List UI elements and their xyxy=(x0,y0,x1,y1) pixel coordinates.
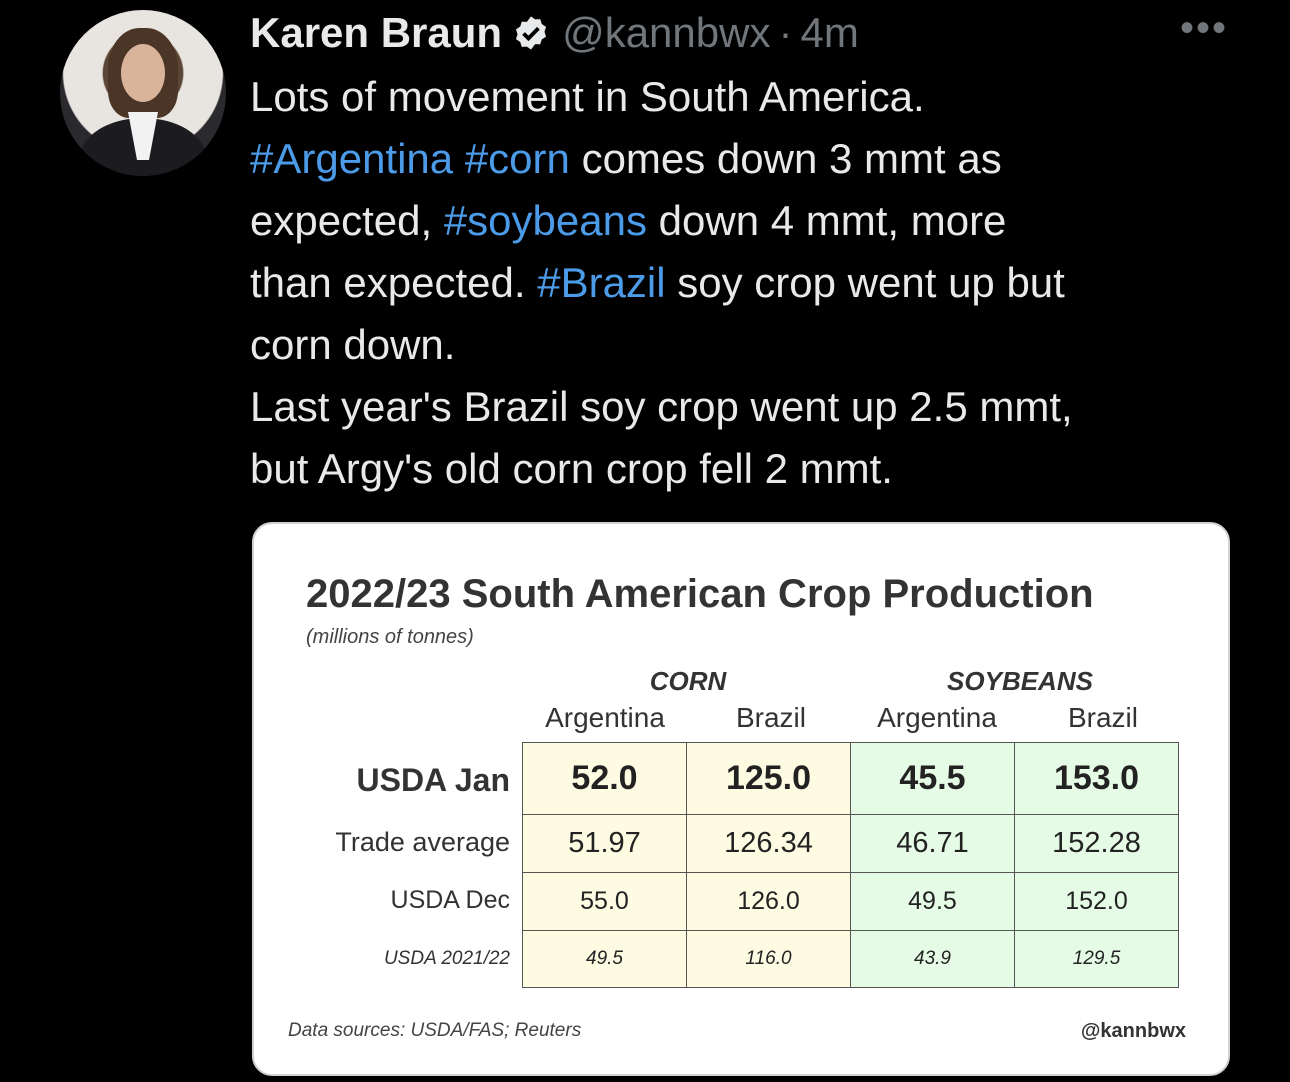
tweet-text-span: than expected. xyxy=(250,259,526,306)
table-cell: 49.5 xyxy=(850,872,1015,931)
hashtag-soybeans[interactable]: #soybeans xyxy=(443,197,647,244)
tweet-header: Karen Braun @kannbwx · 4m xyxy=(250,6,859,60)
table-cell: 49.5 xyxy=(522,930,687,988)
hashtag-argentina[interactable]: #Argentina xyxy=(250,135,454,182)
tweet-line: expected, #soybeans down 4 mmt, more xyxy=(250,190,1250,252)
tweet-text-span: comes down 3 mmt as xyxy=(581,135,1002,182)
row-label: USDA Jan xyxy=(356,762,510,798)
tweet-line: corn down. xyxy=(250,321,456,368)
table-row: 55.0 126.0 49.5 152.0 xyxy=(522,872,1179,931)
table-cell: 129.5 xyxy=(1014,930,1179,988)
hashtag-corn[interactable]: #corn xyxy=(464,135,570,182)
data-source-note: Data sources: USDA/FAS; Reuters xyxy=(288,1020,582,1041)
tweet-line: #Argentina #corn comes down 3 mmt as xyxy=(250,128,1250,190)
verified-badge-icon xyxy=(516,16,547,50)
media-image-card[interactable]: 2022/23 South American Crop Production (… xyxy=(252,522,1230,1076)
author-name[interactable]: Karen Braun xyxy=(250,9,503,56)
column-header: Argentina xyxy=(545,702,665,733)
chart-title: 2022/23 South American Crop Production xyxy=(306,572,1094,616)
row-label: USDA Dec xyxy=(390,886,510,914)
table-cell: 126.0 xyxy=(686,872,851,931)
table-row: 52.0 125.0 45.5 153.0 xyxy=(522,742,1179,815)
author-avatar[interactable] xyxy=(60,10,226,176)
tweet-line: Lots of movement in South America. xyxy=(250,73,925,120)
column-header: Brazil xyxy=(735,702,806,733)
tweet-text-span: down 4 mmt, more xyxy=(658,197,1007,244)
table-cell: 46.71 xyxy=(850,814,1015,873)
tweet-line: than expected. #Brazil soy crop went up … xyxy=(250,252,1250,314)
table-cell: 152.0 xyxy=(1014,872,1179,931)
column-header: Brazil xyxy=(1067,702,1138,733)
table-cell: 152.28 xyxy=(1014,814,1179,873)
column-header: Argentina xyxy=(877,702,997,733)
hashtag-brazil[interactable]: #Brazil xyxy=(537,259,666,306)
more-options-icon[interactable]: ••• xyxy=(1180,6,1229,50)
table-row: 49.5 116.0 43.9 129.5 xyxy=(522,930,1179,988)
row-label: Trade average xyxy=(335,827,510,857)
tweet-text-span: expected, xyxy=(250,197,433,244)
table-cell: 153.0 xyxy=(1014,742,1179,815)
chart-credit: @kannbwx xyxy=(1080,1020,1186,1042)
production-table: 52.0 125.0 45.5 153.0 51.97 126.34 46.71… xyxy=(522,742,1179,988)
table-cell: 125.0 xyxy=(686,742,851,815)
tweet-line: but Argy's old corn crop fell 2 mmt. xyxy=(250,445,893,492)
table-cell: 43.9 xyxy=(850,930,1015,988)
table-cell: 45.5 xyxy=(850,742,1015,815)
tweet-text: Lots of movement in South America. #Arge… xyxy=(250,66,1250,500)
group-header-soybeans: SOYBEANS xyxy=(947,666,1093,696)
row-label: USDA 2021/22 xyxy=(383,948,510,969)
tweet-line: Last year's Brazil soy crop went up 2.5 … xyxy=(250,383,1073,430)
separator-dot: · xyxy=(778,9,793,56)
table-cell: 116.0 xyxy=(686,930,851,988)
author-handle[interactable]: @kannbwx xyxy=(562,9,771,56)
table-cell: 55.0 xyxy=(522,872,687,931)
group-header-corn: CORN xyxy=(649,666,727,696)
table-row: 51.97 126.34 46.71 152.28 xyxy=(522,814,1179,873)
tweet-text-span: soy crop went up but xyxy=(677,259,1065,306)
table-cell: 52.0 xyxy=(522,742,687,815)
tweet-timestamp[interactable]: 4m xyxy=(800,9,859,56)
table-cell: 51.97 xyxy=(522,814,687,873)
table-cell: 126.34 xyxy=(686,814,851,873)
chart-subtitle: (millions of tonnes) xyxy=(306,626,474,648)
